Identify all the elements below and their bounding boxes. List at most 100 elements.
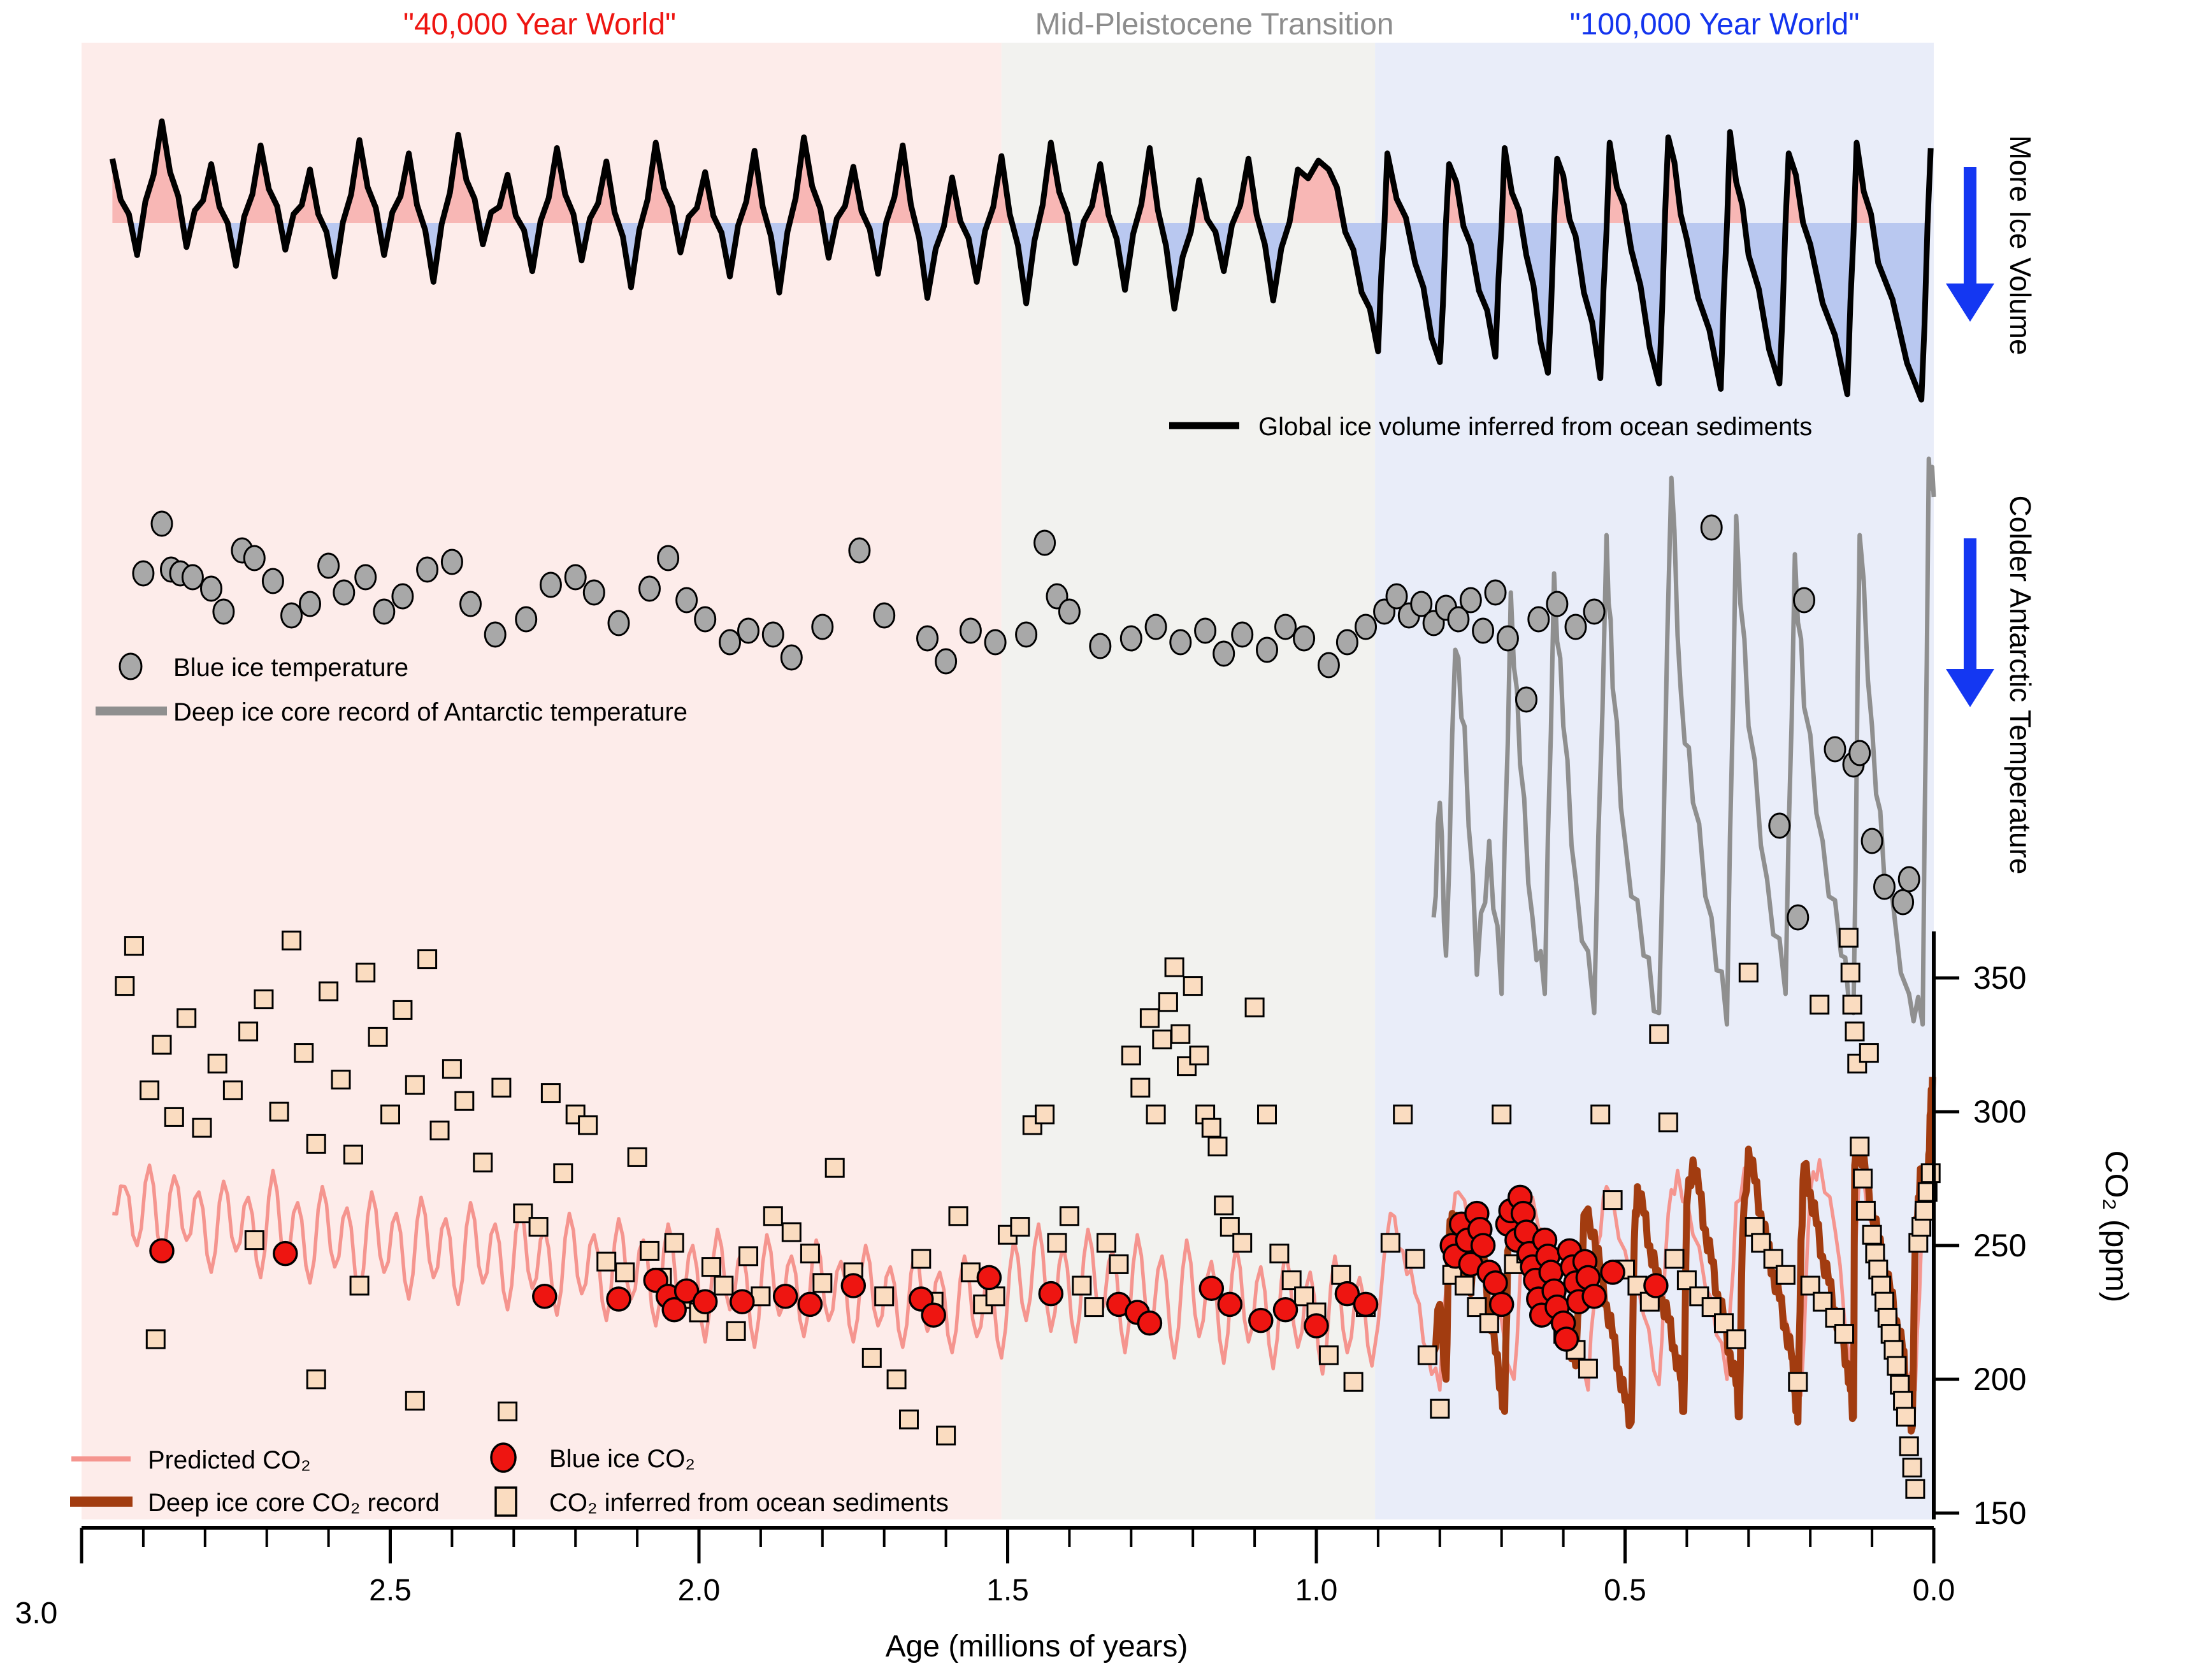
blue-ice-temperature-point [1033,529,1056,556]
sediment-co2-point [368,1026,388,1047]
legend-sediment-co2-label: CO₂ inferred from ocean sediments [549,1489,949,1517]
blue-ice-temperature-point [181,564,204,591]
sediment-co2-point [1393,1104,1413,1124]
blue-ice-temperature-point [873,602,896,629]
sediment-co2-point [319,981,339,1002]
blue-ice-temperature-point [1897,866,1920,893]
sediment-co2-point [1010,1217,1030,1237]
sediment-co2-point [269,1102,289,1122]
blue-ice-temperature-point [150,510,173,537]
blue-ice-temperature-point [1892,889,1915,915]
x-axis-tick-label: 0.5 [1604,1574,1646,1607]
blue-ice-temperature-point [737,617,759,644]
sediment-co2-point [442,1059,462,1079]
sediment-co2-point [1130,1077,1151,1098]
blue-ice-co2-point [1248,1307,1274,1333]
sediment-co2-point [640,1240,659,1261]
blue-ice-co2-point [606,1286,631,1312]
sediment-co2-point [145,1329,166,1349]
sediment-co2-point [1220,1217,1240,1237]
sediment-co2-point [1109,1254,1129,1274]
blue-ice-temperature-point [212,598,235,625]
sediment-co2-point [1201,1117,1221,1138]
blue-ice-temperature-point [916,625,939,652]
blue-ice-temperature-point [1700,514,1723,541]
sediment-co2-point [1726,1329,1746,1349]
blue-ice-temperature-point [1274,614,1297,640]
sediment-co2-point [615,1262,635,1282]
sediment-co2-point [1578,1358,1598,1379]
sediment-co2-point [306,1369,326,1389]
sediment-co2-point [1775,1265,1796,1285]
legend-blue-ice-temp-label: Blue ice temperature [173,654,408,682]
blue-ice-temperature-point [132,560,155,587]
blue-ice-co2-point [149,1238,175,1264]
blue-ice-temperature-point [1410,591,1433,617]
blue-ice-temperature-point [582,579,605,606]
blue-ice-temperature-point [1472,617,1495,644]
sediment-co2-point [222,1080,243,1100]
sediment-co2-point [1714,1313,1734,1333]
blue-ice-temperature-point [515,606,538,633]
sediment-co2-point [1842,994,1862,1015]
co2-axis-tick-label: 200 [1973,1361,2026,1397]
sediment-co2-point [1871,1275,1892,1296]
blue-ice-temperature-point [280,602,303,629]
sediment-co2-point [405,1391,425,1411]
title-100k-world: "100,000 Year World" [1570,8,1860,41]
blue-ice-co2-point [532,1284,558,1309]
legend-deep-ice-temp-label: Deep ice core record of Antarctic temper… [173,698,687,726]
blue-ice-temperature-point [333,579,356,606]
sediment-co2-point [1859,1043,1879,1063]
sediment-co2-point [1047,1233,1067,1253]
blue-ice-co2-point [1038,1281,1064,1307]
sediment-co2-point [1121,1045,1141,1066]
sediment-co2-point [553,1163,573,1184]
sediment-co2-point [701,1257,721,1277]
sediment-co2-point [1868,1260,1889,1280]
sediment-co2-point [1763,1249,1783,1269]
blue-ice-temperature-point [959,617,982,644]
co2-axis-tick-label: 250 [1973,1228,2026,1263]
sediment-co2-point [1825,1307,1845,1328]
sediment-co2-point [429,1120,450,1140]
down-arrow-icon [1946,538,1994,707]
blue-ice-temperature-point [811,614,834,640]
blue-ice-co2-point [273,1240,298,1267]
sediment-co2-point [1590,1104,1611,1124]
sediment-co2-point [1170,1024,1191,1044]
sediment-co2-point [738,1246,758,1267]
blue-ice-temperature-point [416,556,439,583]
sediment-co2-point [152,1035,172,1055]
sediment-co2-point [800,1244,820,1264]
legend-temperature: Blue ice temperature Deep ice core recor… [96,652,687,726]
sediment-co2-point [282,930,301,951]
blue-ice-co2-point [1643,1273,1669,1298]
epoch-band [1001,43,1376,1519]
sediment-co2-point [1139,1008,1160,1028]
co2-axis-tick-label: 350 [1973,960,2026,996]
blue-ice-temperature-point [391,583,414,610]
blue-ice-temperature-point [1824,736,1846,763]
blue-ice-co2-point [692,1289,718,1314]
sediment-co2-point [417,949,438,970]
blue-ice-temperature-point [1583,598,1606,625]
blue-ice-temperature-point [1793,587,1815,614]
title-mid-pleistocene: Mid-Pleistocene Transition [1035,8,1394,41]
sediment-co2-point [1701,1297,1722,1317]
sediment-co2-point [1896,1407,1916,1427]
co2-axis-tick-label: 150 [1973,1495,2026,1531]
blue-ice-temperature-point [1335,629,1358,656]
red-circle-swatch-icon [490,1442,517,1473]
blue-ice-temperature-point [1860,828,1883,854]
blue-ice-temperature-point [935,648,958,675]
blue-ice-co2-point [840,1273,867,1298]
blue-ice-co2-point [797,1291,823,1317]
blue-ice-temperature-point [1089,633,1112,659]
sediment-co2-point [392,1000,413,1020]
sediment-co2-point [1840,963,1860,983]
blue-ice-temperature-point [354,564,377,591]
blue-ice-temperature-point [1317,652,1340,678]
blue-ice-co2-point [1334,1281,1360,1307]
sediment-co2-point [1880,1324,1901,1344]
